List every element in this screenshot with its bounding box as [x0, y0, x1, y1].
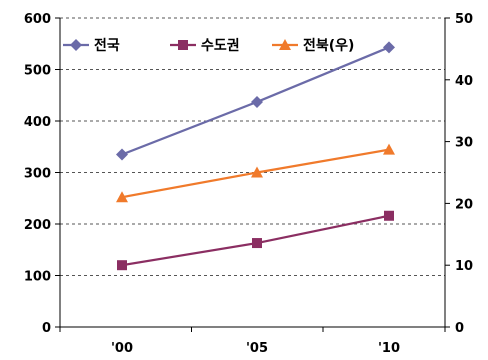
left-axis-ticks: 0 100 200 300 400 500 600: [24, 12, 51, 336]
right-tick-label: 20: [455, 197, 473, 212]
data-point: [251, 166, 263, 178]
grid-lines: [60, 17, 445, 276]
axes: [55, 17, 450, 332]
data-point: [116, 148, 128, 161]
data-point: [279, 39, 291, 50]
data-point: [252, 238, 262, 249]
right-tick-label: 0: [455, 321, 464, 336]
left-tick-label: 500: [24, 64, 51, 79]
data-point: [117, 260, 127, 271]
series-2: [116, 143, 395, 203]
left-tick-label: 0: [42, 321, 51, 336]
data-point: [178, 40, 188, 50]
data-point: [384, 210, 394, 221]
legend-label: 수도권: [201, 38, 240, 54]
left-tick-label: 200: [24, 218, 51, 233]
left-tick-label: 100: [24, 270, 51, 285]
x-tick-label: '10: [378, 341, 400, 356]
left-tick-label: 600: [24, 12, 51, 27]
data-point: [116, 191, 128, 203]
left-tick-label: 300: [24, 167, 51, 182]
x-tick-label: '05: [246, 341, 268, 356]
data-point: [70, 39, 82, 51]
x-axis-ticks: '00 '05 '10: [111, 341, 400, 356]
data-point: [383, 143, 395, 155]
right-tick-label: 30: [455, 136, 473, 151]
data-point: [383, 41, 395, 54]
legend-item: 전북(우): [272, 37, 354, 54]
series-1: [117, 210, 394, 271]
series-group: [116, 41, 395, 271]
legend-item: 수도권: [170, 38, 240, 54]
legend-label: 전북(우): [303, 37, 354, 54]
data-point: [251, 95, 263, 108]
right-tick-label: 50: [455, 12, 473, 27]
x-tick-label: '00: [111, 341, 133, 356]
right-tick-label: 10: [455, 259, 473, 274]
legend-item: 전국: [63, 37, 120, 54]
right-tick-label: 40: [455, 74, 473, 89]
right-axis-ticks: 0 10 20 30 40 50: [455, 12, 473, 336]
left-tick-label: 400: [24, 115, 51, 130]
series-0: [116, 41, 395, 161]
legend-label: 전국: [94, 37, 120, 54]
legend: 전국 수도권 전북(우): [63, 37, 354, 54]
